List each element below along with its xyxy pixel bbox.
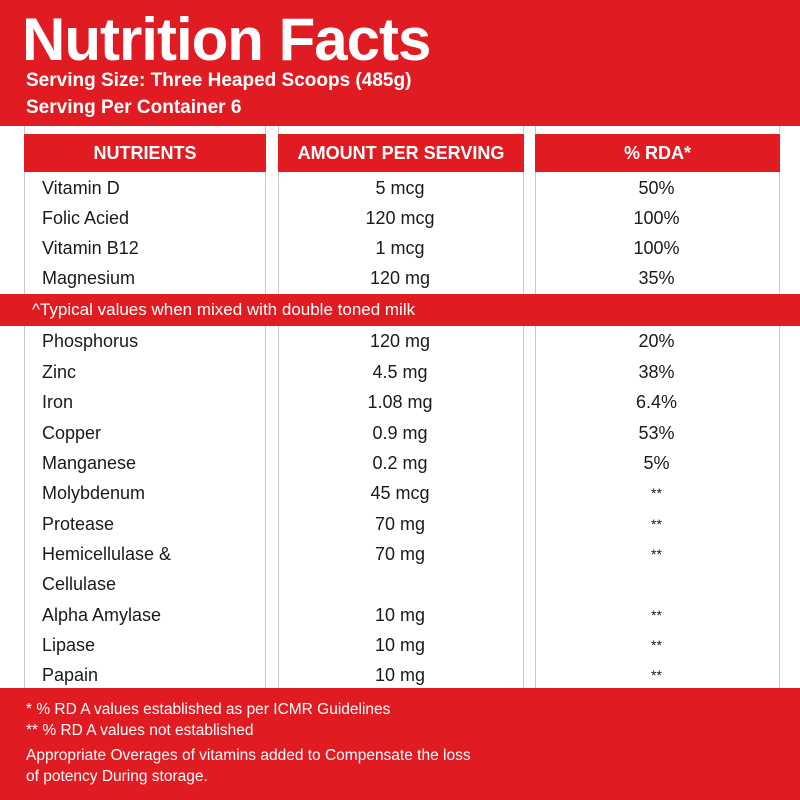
header: Nutrition Facts Serving Size: Three Heap…	[0, 0, 800, 126]
nutrient-name: Zinc	[42, 361, 77, 382]
serving-size: Serving Size: Three Heaped Scoops (485g)	[26, 70, 412, 91]
amount-value: 10 mg	[374, 664, 426, 685]
rda-value: 35%	[638, 267, 675, 288]
rda-value: **	[651, 546, 662, 562]
milk-note-band: ^Typical values when mixed with double t…	[0, 294, 800, 326]
nutrient-name: Papain	[42, 664, 99, 685]
amount-value: 10 mg	[374, 604, 426, 625]
nutrient-name: Manganese	[42, 452, 137, 473]
footnote-rda-established: * % RD A values established as per ICMR …	[26, 701, 391, 718]
amount-value: 1.08 mg	[367, 391, 433, 412]
column-header-amount: AMOUNT PER SERVING	[278, 134, 524, 172]
nutrient-name: Folic Acied	[42, 207, 130, 228]
nutrient-name: Copper	[42, 422, 102, 443]
column-box	[535, 326, 780, 689]
rda-value: 50%	[638, 177, 675, 198]
rda-value: **	[651, 637, 662, 653]
nutrient-name: Magnesium	[42, 267, 136, 288]
footnote-rda-not-established: ** % RD A values not established	[26, 722, 254, 739]
amount-value: 70 mg	[374, 513, 426, 534]
servings-per-container: Serving Per Container 6	[26, 97, 242, 118]
footnotes: * % RD A values established as per ICMR …	[0, 688, 800, 800]
nutrient-name: Molybdenum	[42, 482, 146, 503]
amount-value: 120 mg	[369, 267, 431, 288]
rda-value: 38%	[638, 361, 675, 382]
rda-value: **	[651, 607, 662, 623]
rda-value: 5%	[643, 452, 670, 473]
rda-value: **	[651, 667, 662, 683]
amount-value: 0.2 mg	[372, 452, 428, 473]
amount-value: 10 mg	[374, 634, 426, 655]
rda-value: 6.4%	[635, 391, 678, 412]
amount-value: 4.5 mg	[372, 361, 428, 382]
rda-value: 20%	[638, 330, 675, 351]
nutrient-name: Lipase	[42, 634, 96, 655]
amount-value: 0.9 mg	[372, 422, 428, 443]
amount-value: 70 mg	[374, 543, 426, 564]
nutrient-name-line2: Cellulase	[42, 574, 117, 594]
column-header-nutrients: NUTRIENTS	[24, 134, 266, 172]
nutrient-name: Protease	[42, 513, 115, 534]
page-title: Nutrition Facts	[22, 6, 431, 73]
rda-value: **	[651, 485, 662, 501]
column-box	[278, 326, 524, 689]
nutrient-name: Alpha Amylase	[42, 604, 162, 625]
nutrient-name: Iron	[42, 391, 74, 412]
nutrient-name: Hemicellulase &	[42, 544, 172, 564]
column-box	[24, 326, 266, 689]
amount-value: 45 mcg	[370, 482, 430, 503]
rda-value: 100%	[633, 207, 680, 228]
column-header-rda: % RDA*	[535, 134, 780, 172]
rda-value: **	[651, 516, 662, 532]
footnote-overages-cont: of potency During storage.	[26, 768, 208, 785]
rda-value: 53%	[638, 422, 675, 443]
amount-value: 5 mcg	[375, 177, 425, 198]
nutrient-name: Vitamin D	[42, 177, 120, 198]
rda-value: 100%	[633, 237, 680, 258]
amount-value: 1 mcg	[375, 237, 425, 258]
amount-value: 120 mg	[369, 330, 431, 351]
nutrient-name: Phosphorus	[42, 330, 139, 351]
footnote-overages: Appropriate Overages of vitamins added t…	[26, 747, 471, 764]
nutrient-name: Vitamin B12	[42, 237, 139, 258]
amount-value: 120 mcg	[365, 207, 435, 228]
